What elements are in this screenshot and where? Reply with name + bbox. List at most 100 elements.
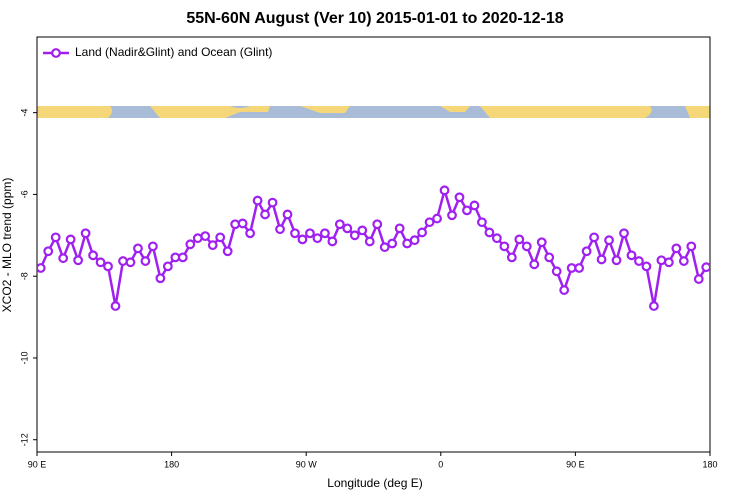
point (200, 231, 211, 242)
x-tick-label: 0 (438, 459, 443, 469)
point (118, 256, 128, 266)
point (110, 301, 121, 311)
point (641, 261, 652, 272)
point (439, 185, 450, 196)
point (364, 236, 375, 247)
y-tick-label: -12 (19, 433, 29, 446)
point (319, 228, 330, 239)
point (162, 261, 173, 272)
x-tick-label: 90 E (566, 459, 585, 469)
point (342, 223, 353, 234)
point (125, 257, 136, 268)
point (372, 219, 383, 230)
point (529, 259, 540, 270)
point (357, 225, 368, 236)
point (402, 238, 413, 249)
point (589, 232, 599, 243)
point (454, 192, 465, 203)
point (185, 239, 196, 250)
series (37, 185, 710, 311)
point (252, 195, 263, 206)
x-tick-label: 90 W (296, 459, 318, 469)
point (499, 241, 510, 252)
map-strip (37, 106, 710, 118)
point (267, 197, 278, 208)
point (491, 233, 502, 244)
point (334, 219, 345, 230)
point (604, 235, 614, 246)
point (634, 256, 644, 266)
point (477, 217, 487, 228)
point (245, 228, 256, 239)
point (506, 252, 517, 263)
point (297, 234, 308, 245)
legend-marker (51, 48, 61, 58)
point (536, 237, 547, 248)
point (73, 255, 84, 266)
point (544, 252, 555, 263)
point (462, 205, 472, 216)
point (678, 256, 689, 266)
point (649, 301, 659, 311)
point (95, 257, 106, 268)
point (327, 236, 338, 247)
point (447, 210, 457, 221)
point (349, 230, 360, 241)
point (177, 252, 188, 263)
point (686, 241, 697, 252)
point (574, 263, 585, 273)
point (387, 238, 398, 249)
point (409, 235, 420, 246)
point (581, 246, 592, 257)
point (290, 228, 300, 239)
point (275, 224, 285, 235)
x-tick-label: 180 (164, 459, 179, 469)
point (80, 228, 91, 239)
point (305, 228, 315, 239)
point (424, 217, 435, 228)
x-axis-label: Longitude (deg E) (327, 476, 422, 490)
y-tick-label: -8 (19, 272, 29, 280)
legend-label: Land (Nadir&Glint) and Ocean (Glint) (75, 45, 272, 59)
point (596, 254, 607, 265)
point (701, 262, 710, 273)
point (282, 209, 293, 220)
point (551, 266, 562, 277)
point (693, 274, 704, 284)
point (65, 234, 76, 245)
point (155, 273, 166, 284)
point (619, 228, 629, 239)
point (432, 213, 442, 224)
y-tick-label: -4 (19, 109, 29, 117)
point (222, 246, 233, 257)
x-tick-label: 180 (702, 459, 717, 469)
point (611, 255, 622, 266)
point (58, 253, 69, 264)
point (207, 240, 218, 251)
point (88, 250, 98, 261)
point (469, 200, 480, 211)
point (312, 233, 323, 244)
plot-frame (36, 36, 711, 453)
point (394, 223, 405, 234)
point (379, 242, 390, 253)
point (514, 234, 525, 245)
point (521, 241, 532, 252)
point (484, 227, 495, 238)
y-axis-label: XCO2 - MLO trend (ppm) (0, 178, 14, 313)
point (237, 218, 248, 229)
y-tick-label: -10 (19, 351, 29, 364)
point (103, 261, 113, 272)
point (663, 257, 674, 268)
x-tick-label: 90 E (28, 459, 47, 469)
point (140, 256, 151, 266)
point (671, 243, 682, 254)
y-tick-label: -6 (19, 190, 29, 198)
point (148, 241, 158, 252)
point (417, 227, 428, 238)
point (215, 232, 226, 243)
point (37, 263, 46, 273)
point (559, 285, 570, 295)
chart-title: 55N-60N August (Ver 10) 2015-01-01 to 20… (186, 10, 563, 27)
